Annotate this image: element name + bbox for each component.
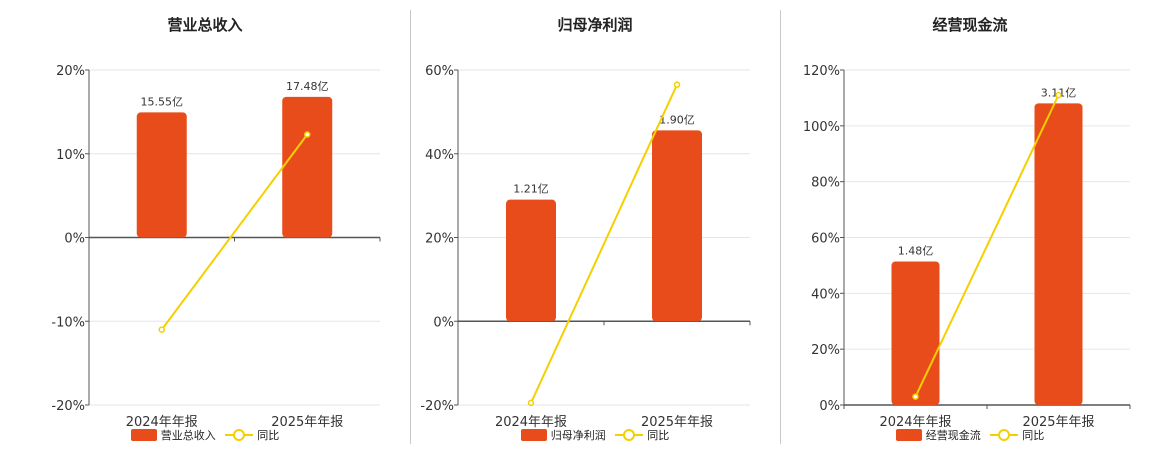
legend-label: 同比 [1022, 429, 1045, 442]
chart-title: 经营现金流 [932, 16, 1008, 34]
chart-title: 归母净利润 [557, 16, 633, 34]
chart-svg: 20% 10% 0% -10% -20% 15.55亿 17.48亿 2024年年报 2025年… [51, 64, 381, 430]
bar [652, 130, 702, 322]
yoy-point [1055, 91, 1062, 99]
x-category-label: 2024年年报 [495, 415, 567, 430]
y-tick-label: 20% [425, 232, 454, 247]
legend-item-line[interactable]: 同比 [990, 427, 1044, 443]
legend-item-line[interactable]: 同比 [615, 427, 669, 443]
panel-divider [780, 10, 781, 444]
legend-label: 营业总收入 [160, 429, 216, 442]
panel-divider [410, 10, 411, 444]
bar [506, 199, 556, 322]
y-tick-label: 40% [425, 148, 454, 163]
y-tick-label: 0% [819, 399, 840, 414]
y-tick-label: 20% [811, 343, 840, 358]
legend: 经营现金流 同比 [780, 427, 1160, 443]
legend-label: 经营现金流 [925, 429, 981, 442]
y-tick-label: -20% [51, 399, 85, 414]
y-tick-label: 40% [811, 287, 840, 302]
y-tick-label: 120% [803, 64, 840, 79]
chart-panel-cash-flow: 经营现金流 120%100%80%60%40%20%0%1.48亿3.11亿20… [780, 0, 1160, 450]
x-category-label: 2025年年报 [1022, 415, 1094, 430]
y-tick-label: 0% [64, 232, 85, 247]
bar-data-label: 1.90亿 [659, 113, 695, 126]
legend-line-swatch-icon [225, 429, 254, 441]
y-tick-label: 60% [811, 232, 840, 247]
legend-line-swatch-icon [615, 429, 644, 441]
y-tick-label: 100% [803, 120, 840, 135]
x-category-label: 2024年年报 [879, 415, 951, 430]
bar [282, 96, 333, 238]
chart-svg: 120%100%80%60%40%20%0%1.48亿3.11亿2024年年报2… [803, 64, 1131, 430]
y-tick-label: 60% [425, 64, 454, 79]
bar-data-label: 17.48亿 [286, 80, 329, 93]
legend-label: 同比 [647, 429, 670, 442]
y-tick-label: 80% [811, 176, 840, 191]
legend-item-line[interactable]: 同比 [225, 427, 279, 443]
legend-item-bar[interactable]: 经营现金流 [895, 427, 981, 443]
y-tick-label: -20% [420, 399, 454, 414]
yoy-point [158, 326, 165, 333]
legend-item-bar[interactable]: 营业总收入 [130, 427, 216, 443]
yoy-line [914, 94, 1060, 398]
chart-panel-net-profit: 归母净利润 60% 40% 20% 0% -20% 1.21亿 1.90亿 2024年年报 20… [410, 0, 780, 450]
chart-title: 营业总收入 [167, 16, 243, 34]
x-category-label: 2024年年报 [126, 415, 198, 430]
legend-label: 归母净利润 [550, 429, 606, 442]
x-category-label: 2025年年报 [641, 415, 713, 430]
yoy-point [304, 131, 311, 138]
legend-line-swatch-icon [990, 429, 1019, 441]
bar [136, 112, 187, 238]
y-tick-label: 10% [56, 148, 85, 163]
legend: 归母净利润 同比 [410, 427, 780, 443]
y-tick-label: -10% [51, 315, 85, 330]
bar-data-label: 1.21亿 [513, 183, 549, 196]
bar-data-label: 15.55亿 [141, 95, 184, 108]
x-category-label: 2025年年报 [271, 415, 343, 430]
legend-label: 同比 [257, 429, 280, 442]
yoy-point [912, 393, 919, 400]
bar-data-label: 1.48亿 [898, 244, 934, 257]
yoy-point [673, 81, 681, 88]
legend-item-bar[interactable]: 归母净利润 [520, 427, 606, 443]
legend-bar-swatch-icon [130, 429, 157, 441]
yoy-point [527, 399, 535, 407]
chart-svg: 60% 40% 20% 0% -20% 1.21亿 1.90亿 2024年年报 2025年年报 [420, 64, 751, 430]
y-tick-label: 20% [56, 64, 85, 79]
legend-bar-swatch-icon [520, 429, 547, 441]
legend: 营业总收入 同比 [0, 427, 410, 443]
legend-bar-swatch-icon [895, 429, 922, 441]
y-tick-label: 0% [433, 315, 454, 330]
yoy-line [160, 133, 309, 331]
yoy-line [530, 84, 678, 404]
chart-panel-revenue: 营业总收入 20% 10% 0% -10% -20% 15.55亿 17.48亿 2024年年… [0, 0, 410, 450]
bar [1034, 103, 1083, 405]
bar [891, 261, 940, 405]
